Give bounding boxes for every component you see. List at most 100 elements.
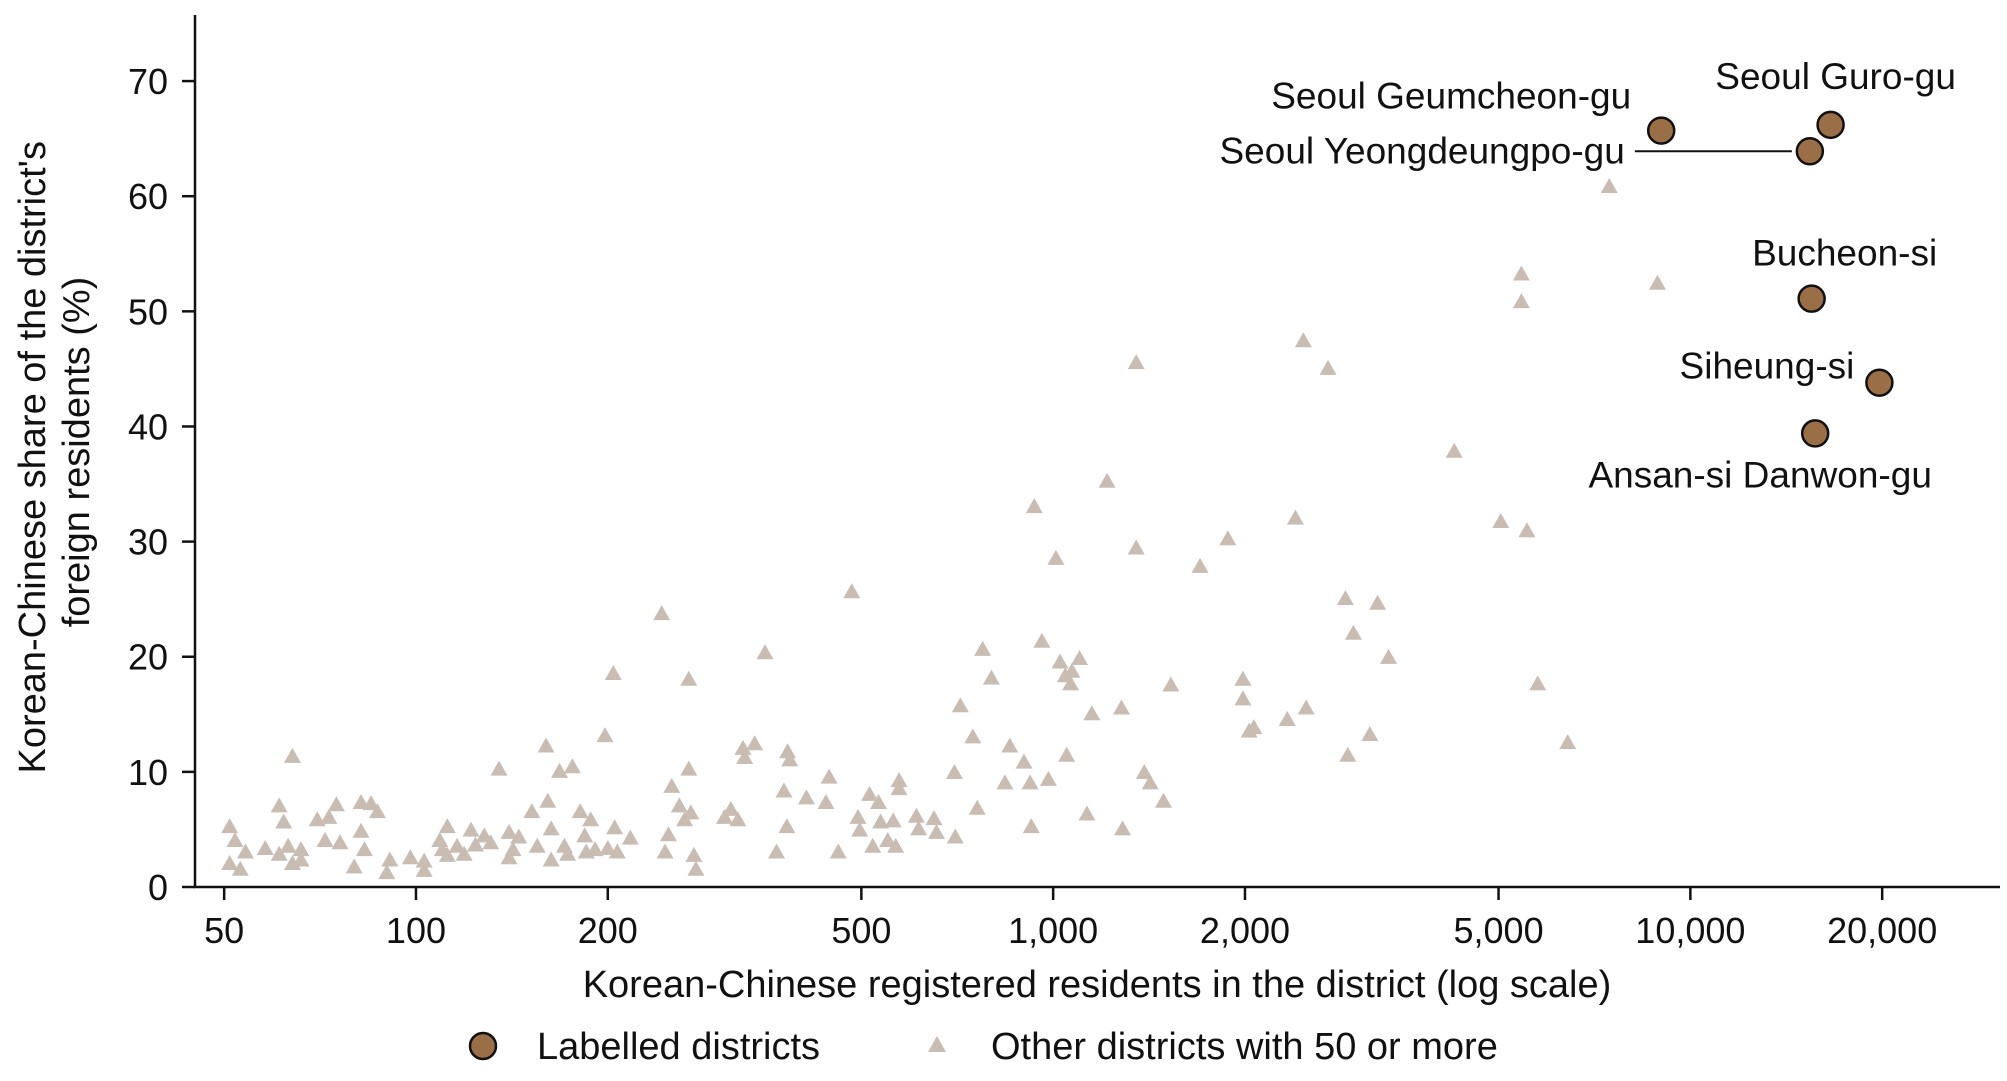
other-district-point [797,789,815,805]
other-district-point [890,772,908,788]
y-tick-label: 20 [128,637,168,678]
other-district-point [599,840,617,856]
other-district-point [606,819,624,835]
x-tick-label: 10,000 [1635,910,1745,951]
other-district-point [378,864,396,880]
other-district-point [756,644,774,660]
other-district-point [864,837,882,853]
other-district-point [779,743,797,759]
other-district-point [1445,442,1463,458]
other-district-point [1529,675,1547,691]
other-district-point [1047,549,1065,565]
x-tick-label: 100 [386,910,446,951]
labelled-district-point [1795,137,1825,166]
other-district-point [768,843,786,859]
other-district-point [849,808,867,824]
other-district-point [1191,557,1209,573]
labelled-district-point [1797,284,1826,313]
other-district-point [716,808,734,824]
other-district-point [528,837,546,853]
other-district-point [1083,705,1101,721]
other-district-point [1278,711,1296,727]
other-district-point [1294,332,1312,348]
other-district-point [687,860,705,876]
other-district-point [455,845,473,861]
point-label: Siheung-si [1680,346,1855,387]
other-district-point [843,583,861,599]
other-district-point [670,797,688,813]
legend-label-other: Other districts with 50 or more [991,1026,1498,1068]
other-district-point [231,860,249,876]
other-district-point [1492,513,1510,529]
other-district-point [996,774,1014,790]
other-district-point [316,831,334,847]
other-district-point [1162,676,1180,692]
other-district-point [746,735,764,751]
other-district-point [308,811,326,827]
y-tick-label: 50 [128,291,168,332]
other-district-point [925,810,943,826]
other-district-point [221,854,239,870]
other-district-point [283,747,301,763]
other-district-point [1155,792,1173,808]
other-district-point [352,822,370,838]
other-district-point [500,823,518,839]
other-district-point [582,811,600,827]
legend-label-labelled: Labelled districts [537,1026,820,1068]
y-axis-title-line-2: foreign residents (%) [56,277,98,628]
y-ticks: 0 10 20 30 40 50 60 70 [128,61,195,908]
other-district-point [500,849,518,865]
other-district-point [734,739,752,755]
other-district-point [1098,472,1116,488]
x-axis-title: Korean-Chinese registered residents in t… [583,964,1612,1006]
other-district-point [462,821,480,837]
other-district-point [722,800,740,816]
legend-marker-labelled [468,1031,498,1061]
other-district-point [523,803,541,819]
other-district-point [571,803,589,819]
other-district-point [829,843,847,859]
other-district-point [604,665,622,681]
other-district-point [951,697,969,713]
series-labelled-districts [1646,110,1894,448]
other-district-point [1058,746,1076,762]
x-tick-label: 500 [831,910,891,951]
other-district-point [226,831,244,847]
other-district-point [685,846,703,862]
other-district-point [982,669,1000,685]
other-district-point [1286,509,1304,525]
other-district-point [851,821,869,837]
other-district-point [680,760,698,776]
other-district-point [1051,653,1069,669]
other-district-point [327,796,345,812]
other-district-point [438,818,456,834]
other-district-point [448,837,466,853]
other-district-point [537,737,555,753]
other-district-point [974,640,992,656]
other-district-point [872,813,890,829]
other-district-point [964,728,982,744]
y-tick-label: 10 [128,752,168,793]
other-district-point [1015,753,1033,769]
other-district-point [1219,530,1237,546]
other-district-point [1135,764,1153,780]
point-labels: Seoul Guro-gu Seoul Geumcheon-gu Seoul Yeo… [1219,56,1955,496]
other-district-point [1022,818,1040,834]
y-tick-label: 0 [148,867,168,908]
other-district-point [945,764,963,780]
other-district-point [1344,624,1362,640]
other-district-point [1127,354,1145,370]
other-district-point [778,818,796,834]
labelled-district-point [1816,110,1845,140]
other-district-point [270,797,288,813]
other-district-point [1033,632,1051,648]
other-district-point [542,820,560,836]
other-district-point [292,851,310,867]
other-district-point [1600,178,1618,193]
labelled-district-point [1646,116,1676,145]
other-district-point [1559,734,1577,750]
other-district-point [680,670,698,686]
legend-marker-other [928,1036,946,1052]
other-district-point [555,837,573,853]
other-district-point [415,861,433,877]
